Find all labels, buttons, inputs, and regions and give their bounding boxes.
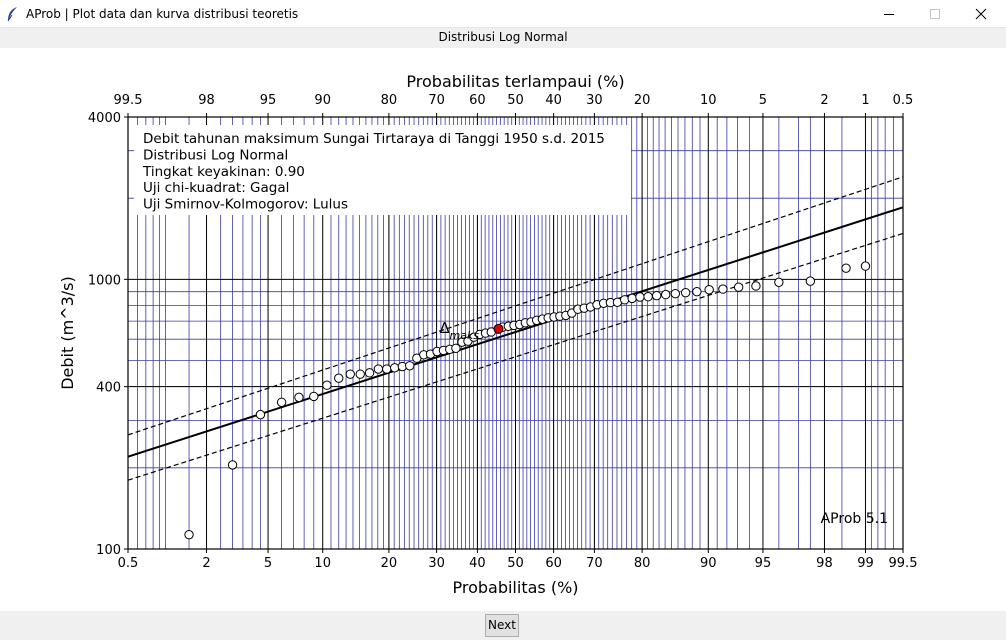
data-point bbox=[670, 288, 681, 299]
data-point bbox=[627, 293, 637, 304]
y-tick-label: 400 bbox=[96, 381, 121, 396]
data-point bbox=[451, 343, 461, 353]
x-axis-label: Probabilitas (%) bbox=[452, 578, 578, 597]
data-point bbox=[619, 295, 630, 305]
max-deviation-point bbox=[493, 323, 504, 334]
y-tick-label: 4000 bbox=[88, 111, 121, 126]
x-top-tick-label: 90 bbox=[314, 93, 331, 108]
x-top-tick-label: 50 bbox=[507, 93, 524, 108]
data-point bbox=[334, 373, 344, 383]
x-top-axis-label: Probabilitas terlampaui (%) bbox=[406, 72, 624, 91]
data-point bbox=[841, 263, 851, 273]
x-top-tick-label: 80 bbox=[381, 93, 398, 108]
x-top-tick-label: 40 bbox=[545, 93, 562, 108]
x-top-tick-label: 98 bbox=[198, 93, 215, 108]
info-line: Uji Smirnov-Kolmogorov: Lulus bbox=[143, 197, 348, 213]
close-icon bbox=[975, 8, 987, 20]
x-top-tick-label: 1 bbox=[861, 93, 869, 108]
data-point bbox=[255, 409, 266, 420]
x-top-tick-label: 99.5 bbox=[114, 93, 143, 108]
x-top-tick-label: 70 bbox=[428, 93, 445, 108]
dmax-label: Δ bbox=[439, 319, 450, 337]
plot-frame bbox=[127, 116, 904, 550]
x-top-tick-label: 30 bbox=[586, 93, 603, 108]
window-title: AProb | Plot data dan kurva distribusi t… bbox=[26, 7, 299, 21]
x-tick-label: 80 bbox=[634, 556, 651, 571]
x-tick-label: 99.5 bbox=[889, 556, 918, 571]
info-box bbox=[134, 125, 631, 215]
data-point bbox=[733, 282, 744, 292]
x-tick-label: 30 bbox=[428, 556, 445, 571]
data-point bbox=[294, 392, 304, 403]
data-point bbox=[805, 276, 816, 286]
data-point bbox=[373, 364, 384, 374]
distribution-title: Distribusi Log Normal bbox=[0, 28, 1006, 48]
data-point bbox=[184, 529, 194, 540]
title-bar: AProb | Plot data dan kurva distribusi t… bbox=[0, 0, 1006, 28]
data-point bbox=[309, 391, 319, 402]
x-tick-label: 60 bbox=[545, 556, 562, 571]
confidence-upper-line bbox=[127, 176, 904, 436]
x-top-tick-label: 5 bbox=[759, 93, 767, 108]
info-line: Uji chi-kuadrat: Gagal bbox=[143, 180, 289, 196]
data-point bbox=[774, 277, 784, 288]
data-point bbox=[718, 284, 728, 294]
y-tick-label: 100 bbox=[96, 543, 121, 558]
x-top-tick-label: 2 bbox=[820, 93, 828, 108]
x-tick-label: 5 bbox=[264, 556, 272, 571]
info-line: Debit tahunan maksimum Sungai Tirtaraya … bbox=[143, 131, 605, 147]
x-top-tick-label: 95 bbox=[260, 93, 277, 108]
data-point bbox=[643, 292, 653, 302]
x-tick-label: 98 bbox=[816, 556, 833, 571]
x-tick-label: 20 bbox=[381, 556, 398, 571]
info-line: Tingkat keyakinan: 0.90 bbox=[142, 164, 305, 180]
y-tick-label: 1000 bbox=[88, 273, 121, 288]
x-tick-label: 40 bbox=[469, 556, 486, 571]
maximize-icon bbox=[930, 9, 940, 19]
data-point bbox=[704, 285, 714, 295]
x-tick-label: 10 bbox=[314, 556, 331, 571]
x-tick-label: 99 bbox=[857, 556, 874, 571]
data-point bbox=[692, 286, 702, 297]
data-point bbox=[651, 290, 662, 301]
x-top-tick-label: 60 bbox=[469, 93, 486, 108]
data-point bbox=[276, 397, 287, 407]
data-point bbox=[322, 380, 332, 390]
x-tick-label: 90 bbox=[700, 556, 717, 571]
x-tick-label: 70 bbox=[586, 556, 603, 571]
probability-plot: 0.5 2 5 10 20 30 40 50 60 70 80 90 95 98 99 99.5 99.5 98 9… bbox=[58, 72, 918, 597]
x-top-tick-label: 0.5 bbox=[893, 93, 914, 108]
data-point bbox=[227, 460, 238, 470]
x-tick-label: 50 bbox=[507, 556, 524, 571]
close-button[interactable] bbox=[958, 0, 1004, 28]
data-point bbox=[405, 361, 415, 371]
data-point bbox=[390, 363, 400, 373]
data-point bbox=[661, 289, 671, 300]
x-top-tick-label: 20 bbox=[634, 93, 651, 108]
watermark: AProb 5.1 bbox=[821, 511, 888, 527]
dmax-subscript: maks bbox=[449, 329, 479, 342]
x-tick-label: 95 bbox=[755, 556, 772, 571]
maximize-button[interactable] bbox=[912, 0, 958, 28]
x-tick-label: 2 bbox=[202, 556, 210, 571]
plot-canvas: 0.5 2 5 10 20 30 40 50 60 70 80 90 95 98 99 99.5 99.5 98 9… bbox=[0, 48, 1006, 611]
data-point bbox=[635, 292, 645, 302]
data-point bbox=[860, 261, 871, 271]
data-point bbox=[382, 364, 392, 374]
x-tick-label: 0.5 bbox=[118, 556, 139, 571]
feather-icon bbox=[6, 6, 20, 22]
data-point bbox=[364, 368, 375, 378]
next-button[interactable]: Next bbox=[485, 614, 519, 637]
data-point bbox=[751, 281, 761, 291]
data-point bbox=[345, 369, 355, 379]
minimize-icon bbox=[884, 14, 894, 15]
data-point bbox=[355, 369, 365, 379]
data-point bbox=[680, 288, 691, 298]
x-top-tick-label: 10 bbox=[700, 93, 717, 108]
info-line: Distribusi Log Normal bbox=[143, 147, 288, 163]
minimize-button[interactable] bbox=[866, 0, 912, 28]
y-axis-label: Debit (m^3/s) bbox=[58, 276, 77, 390]
